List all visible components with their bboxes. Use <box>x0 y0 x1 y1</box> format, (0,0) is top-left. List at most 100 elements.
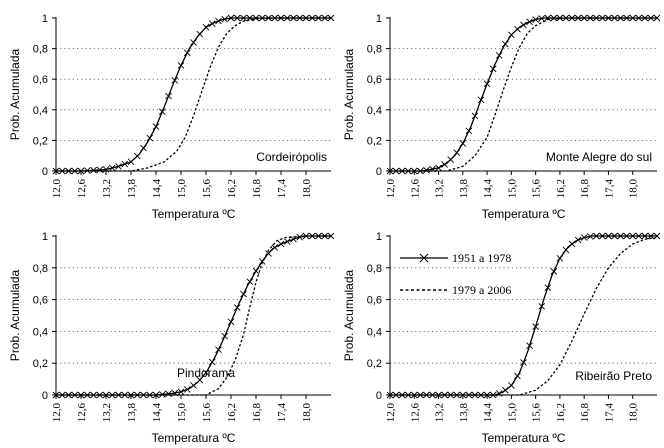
data-point-marker <box>611 232 618 240</box>
data-point-marker <box>398 167 406 175</box>
series-line-1979-2006 <box>56 17 331 172</box>
x-tick-label: 16,2 <box>226 403 238 422</box>
data-point-marker <box>550 268 558 275</box>
x-tick-label: 14,4 <box>151 403 163 423</box>
data-point-marker <box>544 14 552 22</box>
y-tick-label: 0,2 <box>33 358 48 370</box>
data-point-marker <box>146 134 154 142</box>
data-point-marker <box>196 30 204 38</box>
data-point-marker <box>562 246 570 254</box>
data-point-marker <box>96 166 104 174</box>
x-tick-label: 18,0 <box>301 403 313 423</box>
data-point-marker <box>202 369 210 377</box>
x-tick-label: 18,0 <box>301 179 313 199</box>
data-point-marker <box>550 14 558 22</box>
data-point-marker <box>532 16 539 23</box>
chart-panel-1: 0 0,2 0,4 0,6 0,8 1 12,0 12,6 13,2 13,8 14,4 15,0 15… <box>8 13 335 221</box>
y-tick-label: 0,4 <box>33 105 48 117</box>
data-point-marker <box>417 391 424 399</box>
y-axis-title: Prob. Acumulada <box>8 269 22 361</box>
chart-panel-3: 0 0,2 0,4 0,6 0,8 1 12,0 12,6 13,2 13,8 14,4 15,0 15… <box>8 231 335 445</box>
legend-label: 1951 a 1978 <box>452 251 511 265</box>
y-tick-label: 0,6 <box>367 74 382 86</box>
data-point-marker <box>508 382 515 389</box>
data-point-marker <box>520 359 527 366</box>
data-point-marker <box>202 23 210 31</box>
y-tick-label: 1 <box>42 13 48 25</box>
x-tick-label: 12,0 <box>51 403 63 423</box>
x-tick-label: 15,0 <box>176 179 188 199</box>
data-point-marker <box>83 391 91 399</box>
data-point-marker <box>121 160 129 168</box>
data-point-marker <box>240 14 247 22</box>
data-point-marker <box>435 391 442 399</box>
data-point-marker <box>115 391 122 399</box>
x-tick-label: 16,2 <box>226 179 238 198</box>
y-tick-label: 0,8 <box>33 44 48 56</box>
data-point-marker <box>495 52 503 59</box>
data-point-marker <box>520 21 527 29</box>
x-tick-label: 17,4 <box>603 403 615 423</box>
data-point-marker <box>489 65 497 73</box>
data-point-marker <box>90 166 97 174</box>
data-point-marker <box>327 14 335 22</box>
data-point-marker <box>246 278 254 286</box>
data-point-marker <box>617 232 624 240</box>
data-point-marker <box>435 164 442 172</box>
y-axis-title: Prob. Acumulada <box>342 48 356 140</box>
y-tick-label: 1 <box>376 13 382 25</box>
x-tick-label: 13,2 <box>101 179 113 198</box>
y-tick-label: 0,8 <box>367 263 382 275</box>
data-point-marker <box>544 284 552 291</box>
x-tick-label: 13,2 <box>101 403 113 422</box>
data-point-marker <box>526 342 533 350</box>
x-tick-label: 13,8 <box>458 403 470 423</box>
series-line-1979-2006 <box>390 236 658 396</box>
data-point-marker <box>514 372 521 380</box>
chart-panel-2: 0 0,2 0,4 0,6 0,8 1 12,0 12,6 13,2 13,8 14,4 15,0 15… <box>342 13 661 221</box>
y-tick-label: 0 <box>376 166 382 178</box>
x-tick-label: 13,8 <box>126 403 138 423</box>
data-point-marker <box>221 332 229 340</box>
x-tick-label: 14,4 <box>482 403 494 423</box>
data-point-marker <box>283 14 291 22</box>
data-point-marker <box>152 123 160 130</box>
data-point-marker <box>127 391 135 399</box>
x-tick-label: 18,0 <box>628 179 640 199</box>
x-tick-label: 15,6 <box>531 179 543 199</box>
x-tick-label: 16,8 <box>579 403 591 423</box>
x-tick-label: 12,0 <box>51 179 63 199</box>
data-point-marker <box>215 346 222 354</box>
data-point-marker <box>296 233 304 241</box>
data-point-marker <box>568 14 576 22</box>
y-tick-label: 1 <box>42 231 48 243</box>
y-axis-title: Prob. Acumulada <box>342 269 356 361</box>
x-tick-label: 13,2 <box>434 179 446 198</box>
x-tick-label: 17,4 <box>603 179 615 199</box>
data-point-marker <box>177 62 185 69</box>
data-point-marker <box>471 391 479 399</box>
data-point-marker <box>599 232 606 240</box>
data-point-marker <box>501 386 509 394</box>
x-tick-label: 15,6 <box>531 403 543 423</box>
chart-panel-4: 0 0,2 0,4 0,6 0,8 1 12,0 12,6 13,2 13,8 14,4 15,0 15… <box>342 231 661 445</box>
series-line-1951-1978 <box>56 235 331 396</box>
x-tick-label: 14,4 <box>151 179 163 199</box>
data-point-marker <box>641 232 649 240</box>
x-tick-label: 16,2 <box>555 179 567 198</box>
x-tick-label: 15,0 <box>506 403 518 423</box>
data-point-marker <box>171 389 179 397</box>
data-point-marker <box>568 240 576 248</box>
data-point-marker <box>623 14 630 22</box>
data-point-marker <box>586 233 594 240</box>
data-point-marker <box>556 254 564 262</box>
data-point-marker <box>227 318 235 326</box>
series-line-1951-1978 <box>56 17 331 172</box>
data-point-marker <box>65 167 72 175</box>
data-point-marker <box>647 232 655 240</box>
data-point-marker <box>296 14 304 22</box>
data-point-marker <box>483 391 491 399</box>
data-point-marker <box>447 156 455 163</box>
x-axis-title: Temperatura ºC <box>152 431 236 445</box>
